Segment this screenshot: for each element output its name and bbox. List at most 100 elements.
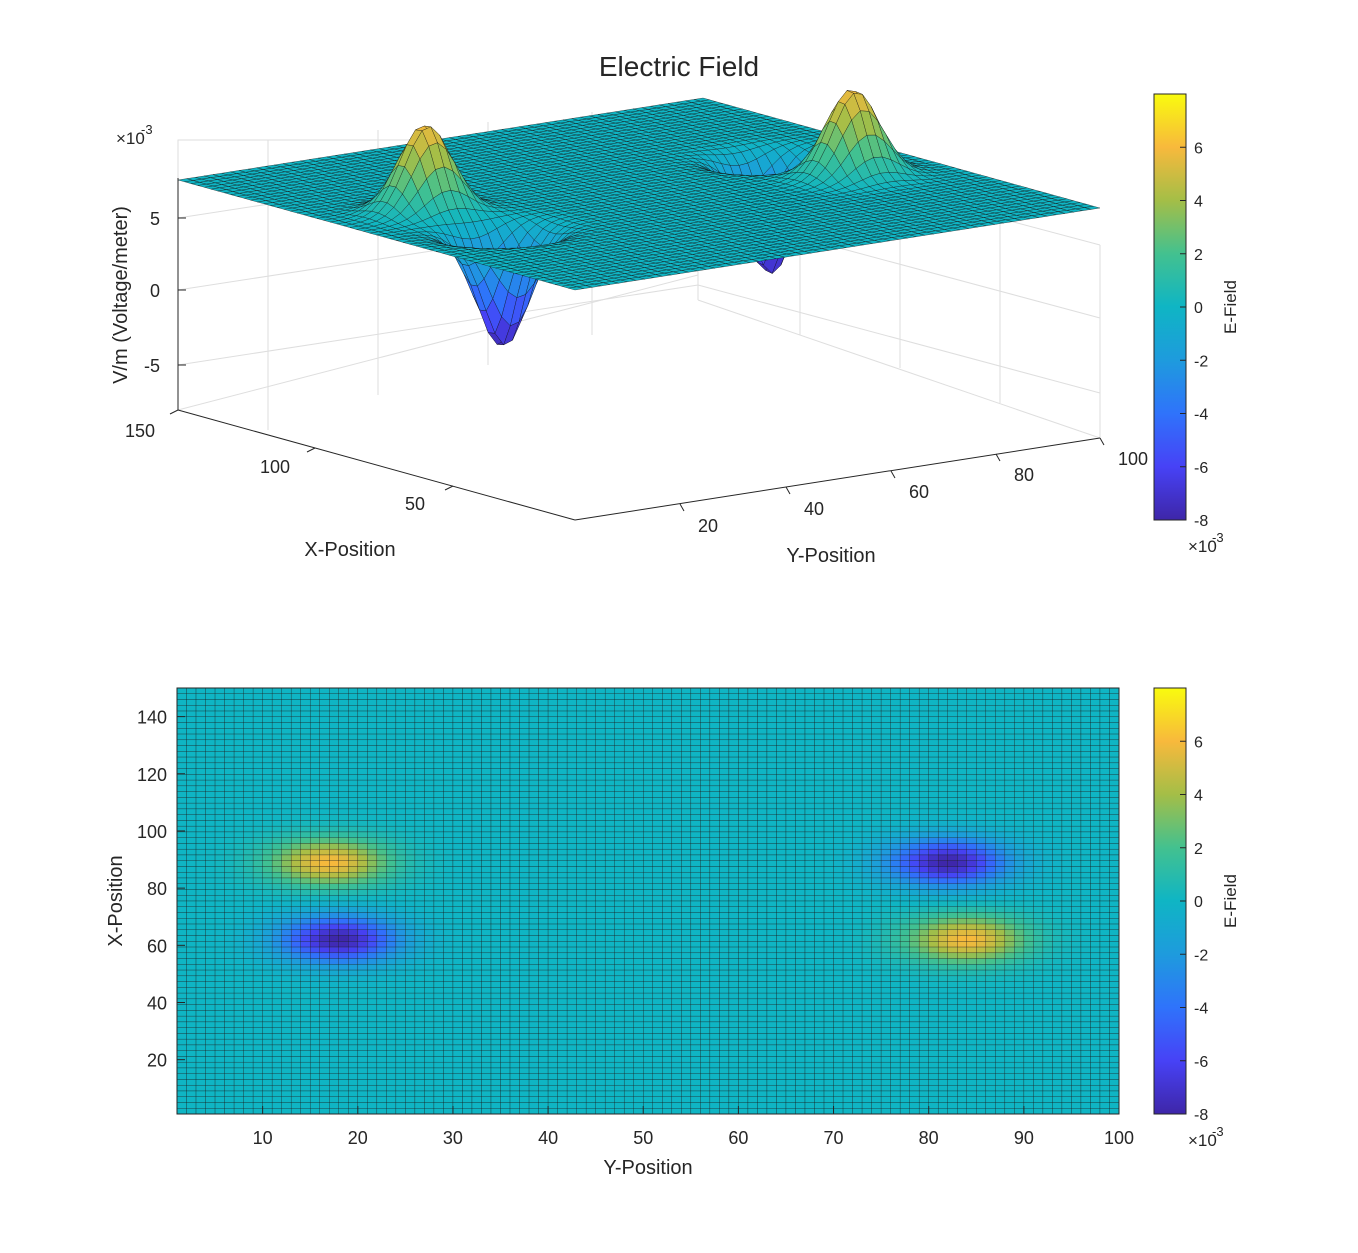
heatmap-cell [976, 739, 987, 746]
heatmap-cell [909, 710, 920, 718]
heatmap-cell [290, 733, 301, 741]
heatmap-cell [937, 716, 949, 723]
heatmap-cell [186, 693, 197, 700]
heatmap-cell [995, 710, 1006, 718]
heatmap-cell [861, 710, 872, 718]
heatmap-cell [424, 756, 435, 764]
heatmap-cell [443, 716, 454, 723]
heatmap-cell [604, 687, 615, 695]
heatmap-cell [329, 762, 340, 769]
heatmap-cell [918, 722, 929, 729]
heatmap-cell [1071, 716, 1082, 723]
heatmap-cell [890, 710, 901, 718]
heatmap-cell [224, 733, 235, 741]
heatmap-cell [957, 733, 968, 741]
heatmap-cell [662, 733, 673, 741]
heatmap-cell [604, 733, 615, 741]
heatmap-cell [880, 728, 891, 735]
heatmap-cell [747, 728, 758, 735]
heatmap-cell [709, 756, 720, 764]
heatmap-cell [300, 739, 311, 746]
heatmap-cell [214, 751, 225, 758]
heatmap-cell [348, 687, 359, 695]
heatmap-cell [262, 739, 273, 746]
heatmap-cell [776, 710, 787, 718]
heatmap-cell [690, 756, 701, 764]
heatmap-cell [1071, 745, 1082, 752]
heatmap-cell [738, 722, 749, 729]
heatmap-cell [871, 722, 882, 729]
heatmap-cell [757, 745, 768, 752]
heatmap-cell [414, 716, 425, 723]
heatmap-cell [176, 728, 187, 735]
heatmap-cell [643, 705, 654, 712]
heatmap-cell [690, 751, 701, 758]
heatmap-cell [224, 693, 235, 700]
heatmap-cell [709, 745, 720, 752]
heatmap-cell [738, 739, 749, 746]
heatmap-cell [671, 751, 682, 758]
heatmap-cell [271, 687, 282, 695]
heatmap-cell [852, 745, 863, 752]
heatmap-cell [709, 728, 720, 735]
heatmap-cell [1014, 710, 1025, 718]
heatmap-cell [766, 687, 777, 695]
heatmap-cell [481, 733, 492, 741]
heatmap-cell [795, 756, 806, 764]
heatmap-cell [281, 762, 292, 769]
heatmap-cell [833, 705, 844, 712]
heatmap-cell [395, 716, 406, 723]
heatmap-cell [966, 733, 977, 741]
heatmap-cell [842, 733, 853, 741]
heatmap-cell [909, 751, 920, 758]
heatmap-cell [1052, 756, 1063, 764]
heatmap-cell [643, 716, 654, 723]
heatmap-cell [899, 756, 910, 764]
heatmap-cell [766, 716, 777, 723]
heatmap-cell [519, 739, 530, 746]
heatmap-cell [329, 751, 340, 758]
heatmap-cell [776, 699, 787, 706]
heatmap-cell [614, 745, 625, 752]
ypos-tick-label: 60 [909, 482, 929, 502]
heatmap-cell [462, 693, 473, 700]
heatmap-cell [871, 745, 882, 752]
heatmap-cell [633, 728, 644, 735]
heatmap-cell [709, 705, 720, 712]
heatmap-cell [1080, 693, 1091, 700]
heatmap-cell [500, 739, 511, 746]
heatmap-cell [576, 728, 587, 735]
heatmap-cell [252, 710, 263, 718]
heatmap-cell [814, 705, 825, 712]
heatmap-cell [386, 699, 397, 706]
heatmap-cell [976, 687, 987, 695]
heatmap-cell [262, 728, 273, 735]
heatmap-cell [452, 762, 463, 769]
heatmap-cell [367, 733, 378, 741]
heatmap-cell [700, 705, 711, 712]
heatmap-cell [1071, 693, 1082, 700]
heatmap-cell [890, 733, 901, 741]
ypos-axis-label: Y-Position [786, 545, 875, 567]
heatmap-cell [243, 739, 254, 746]
heatmap-cell [1042, 722, 1053, 729]
heatmap-cell [890, 722, 901, 729]
ypos-tick-label: 80 [1014, 465, 1034, 485]
heatmap-cell [252, 756, 263, 764]
heatmap-cell [947, 693, 958, 700]
heatmap-cell [709, 716, 720, 723]
heatmap-cell [205, 762, 216, 769]
heatmap-cell [814, 751, 825, 758]
heatmap-cell [623, 756, 635, 764]
heatmap-cell [833, 728, 844, 735]
heatmap-cell [700, 693, 711, 700]
heatmap-cell [386, 756, 397, 764]
heatmap-cell [1090, 722, 1101, 729]
heatmap-cell [681, 710, 692, 718]
heatmap-cell [947, 722, 958, 729]
heatmap-cell [899, 722, 910, 729]
heatmap-cell [433, 722, 444, 729]
heatmap-cell [186, 762, 197, 769]
heatmap-cell [785, 699, 796, 706]
heatmap-cell [681, 751, 692, 758]
